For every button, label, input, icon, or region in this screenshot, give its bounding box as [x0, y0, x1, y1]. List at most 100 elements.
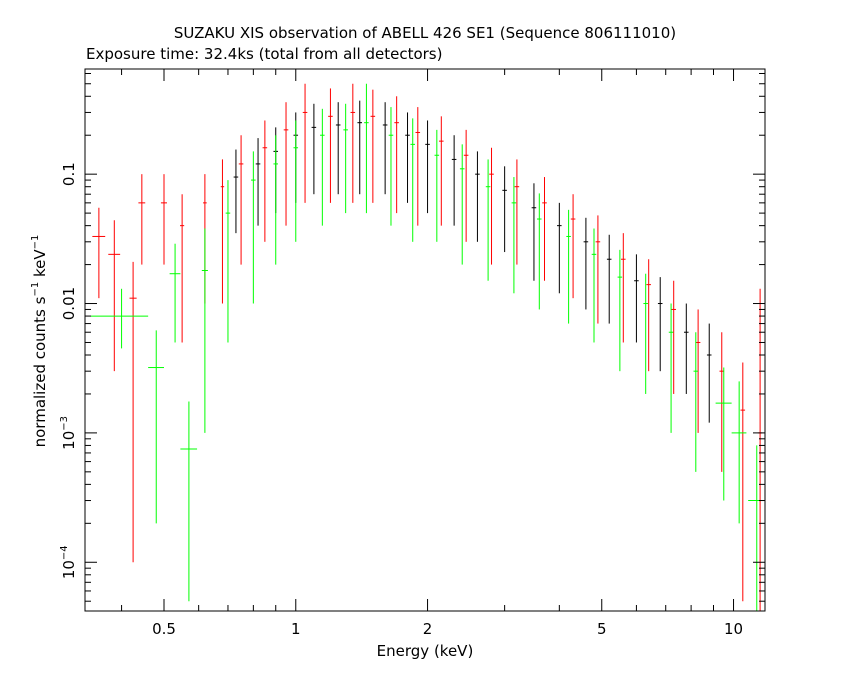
data-point	[92, 207, 106, 299]
data-point	[251, 151, 256, 304]
y-axis-label-sup1: −1	[30, 282, 41, 297]
x-axis-label: Energy (keV)	[377, 642, 474, 660]
y-tick-label: 10−3	[59, 416, 78, 450]
y-tick-label-base: 10	[60, 431, 78, 450]
data-point	[439, 116, 444, 226]
data-point	[537, 193, 542, 310]
data-point	[459, 144, 465, 265]
data-point	[138, 174, 146, 265]
data-point	[201, 228, 208, 433]
data-point	[475, 151, 480, 242]
data-point	[451, 135, 457, 226]
data-point	[273, 135, 279, 265]
data-point	[748, 445, 765, 611]
data-point	[425, 120, 430, 214]
data-point	[335, 102, 341, 195]
data-point	[695, 309, 701, 433]
data-point	[311, 103, 317, 195]
plot-frame	[84, 68, 766, 612]
data-point	[583, 217, 589, 310]
data-point	[357, 100, 363, 195]
data-point	[434, 129, 440, 242]
y-axis-label-mid: keV	[31, 249, 49, 282]
data-point	[715, 367, 732, 501]
y-axis-label: normalized counts s−1 keV−1	[30, 235, 49, 448]
data-point	[671, 280, 676, 394]
data-point	[643, 273, 648, 394]
data-point	[570, 194, 576, 299]
data-point	[646, 259, 651, 372]
chart-subtitle: Exposure time: 32.4ks (total from all de…	[86, 45, 442, 63]
data-point	[129, 261, 137, 563]
data-point	[293, 120, 299, 242]
data-point	[394, 96, 399, 214]
data-point	[719, 332, 725, 472]
y-tick-label-base: 0.1	[60, 162, 78, 186]
data-point	[542, 177, 547, 281]
data-point	[405, 112, 410, 203]
data-point	[621, 233, 626, 343]
data-point	[511, 177, 517, 294]
data-point	[595, 215, 601, 324]
data-point	[706, 323, 712, 423]
chart-title: SUZAKU XIS observation of ABELL 426 SE1 …	[174, 24, 676, 42]
data-point	[634, 254, 639, 343]
y-tick-label-exp: −3	[59, 416, 70, 431]
data-point	[320, 108, 325, 226]
data-point	[657, 277, 663, 372]
data-point	[262, 120, 268, 242]
data-point	[566, 209, 571, 324]
data-point	[180, 194, 185, 343]
data-point	[148, 330, 164, 524]
data-point	[233, 149, 239, 234]
data-point	[90, 288, 149, 349]
data-point	[370, 89, 376, 203]
y-axis-label-sup2: −1	[30, 235, 41, 250]
data-point	[502, 166, 507, 253]
x-tick-label: 0.5	[152, 620, 176, 638]
x-tick-label: 1	[291, 620, 301, 638]
y-tick-label: 0.01	[60, 287, 78, 320]
x-tick-label: 5	[597, 620, 607, 638]
data-point	[693, 332, 699, 472]
series-0	[233, 100, 712, 423]
data-point	[606, 234, 612, 324]
series-2	[90, 83, 765, 611]
data-point	[684, 303, 689, 394]
data-point	[255, 138, 261, 226]
data-point	[463, 129, 469, 242]
data-point	[591, 228, 597, 343]
data-point	[283, 102, 289, 226]
data-point	[557, 202, 562, 294]
data-point	[740, 362, 746, 602]
data-point	[343, 103, 348, 214]
x-tick-label: 2	[423, 620, 433, 638]
data-point	[302, 83, 308, 203]
data-point	[410, 118, 415, 242]
data-point	[415, 107, 421, 226]
data-point	[489, 147, 494, 265]
data-point	[731, 381, 747, 524]
y-tick-label-base: 0.01	[60, 287, 78, 320]
data-point	[485, 159, 491, 281]
y-tick-label: 10−4	[59, 545, 78, 579]
y-tick-label-exp: −4	[59, 545, 70, 560]
data-point	[531, 183, 537, 281]
data-layer	[90, 83, 765, 611]
data-point	[169, 243, 181, 343]
series-1	[92, 83, 763, 611]
tick-labels: 0.5 1 2 5 1010−410−30.010.1	[59, 162, 743, 638]
data-point	[382, 102, 388, 195]
data-point	[350, 83, 356, 203]
data-point	[514, 159, 520, 265]
data-point	[388, 107, 394, 226]
data-point	[108, 220, 121, 372]
y-tick-label-base: 10	[60, 560, 78, 579]
data-point	[668, 303, 674, 433]
y-tick-label: 0.1	[60, 162, 78, 186]
data-point	[617, 249, 623, 372]
data-point	[225, 180, 231, 343]
axis-ticks	[85, 69, 765, 611]
y-axis-label-prefix: normalized counts s	[31, 296, 49, 447]
